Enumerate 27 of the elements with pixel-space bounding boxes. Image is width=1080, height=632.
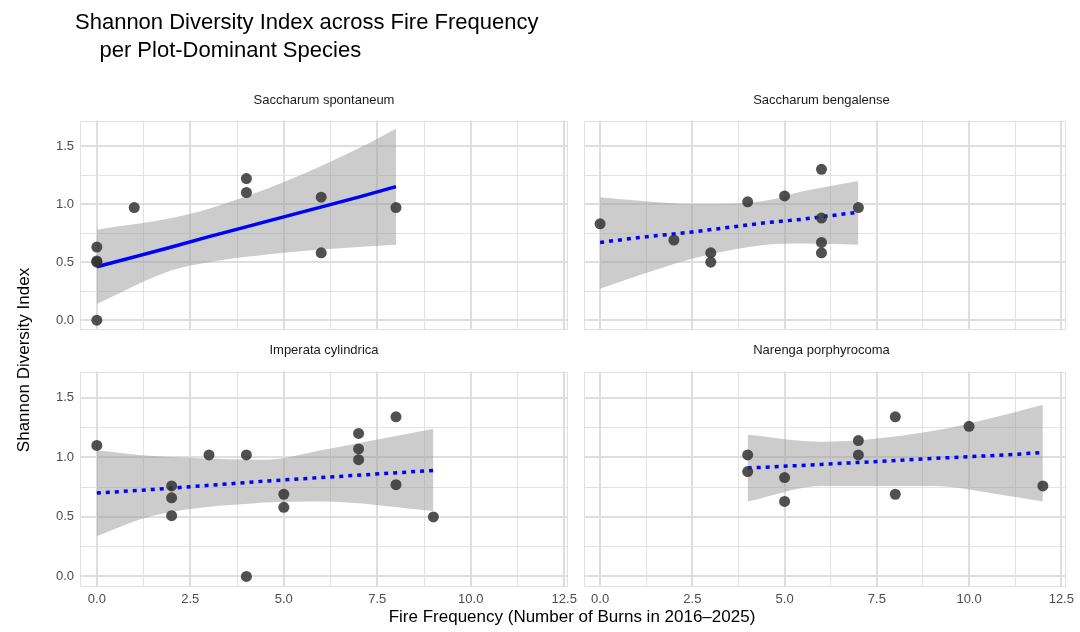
chart-subtitle: Imperata cylindrica [268, 342, 380, 357]
x-tick-label: 10.0 [956, 591, 982, 607]
y-tick-label: 1.5 [55, 137, 74, 153]
x-tick-label: 5.0 [775, 591, 794, 607]
y-tick-label: 1.0 [55, 448, 74, 464]
y-tick-label: 0.5 [55, 253, 74, 269]
y-tick-label: 1.0 [55, 195, 74, 211]
x-tick-label: 5.0 [274, 591, 293, 607]
y-tick-label: 1.5 [55, 389, 74, 405]
chart-title: Shannon Diversity Index across Fire Frequency per Plot-Dominant Species [75, 8, 539, 64]
x-tick-label: 12.5 [1048, 591, 1074, 607]
x-tick-label: 2.5 [181, 591, 200, 607]
x-tick-label: 12.5 [551, 591, 577, 607]
x-tick-label: 10.0 [458, 591, 484, 607]
chart-subtitle: Narenga porphyrocoma [752, 342, 891, 357]
x-tick-label: 0.0 [591, 591, 610, 607]
x-tick-label: 7.5 [368, 591, 387, 607]
y-tick-label: 0.0 [55, 311, 74, 327]
chart-subtitle: Saccharum bengalense [752, 92, 891, 107]
y-tick-label: 0.0 [55, 568, 74, 584]
x-tick-label: 0.0 [87, 591, 106, 607]
x-tick-label: 7.5 [867, 591, 886, 607]
chart-subtitle: Saccharum spontaneum [252, 92, 396, 107]
y-axis-title: Shannon Diversity Index [14, 267, 34, 453]
x-axis-title: Fire Frequency (Number of Burns in 2016–2025) [388, 606, 756, 628]
x-tick-label: 2.5 [683, 591, 702, 607]
y-tick-label: 0.5 [55, 508, 74, 524]
